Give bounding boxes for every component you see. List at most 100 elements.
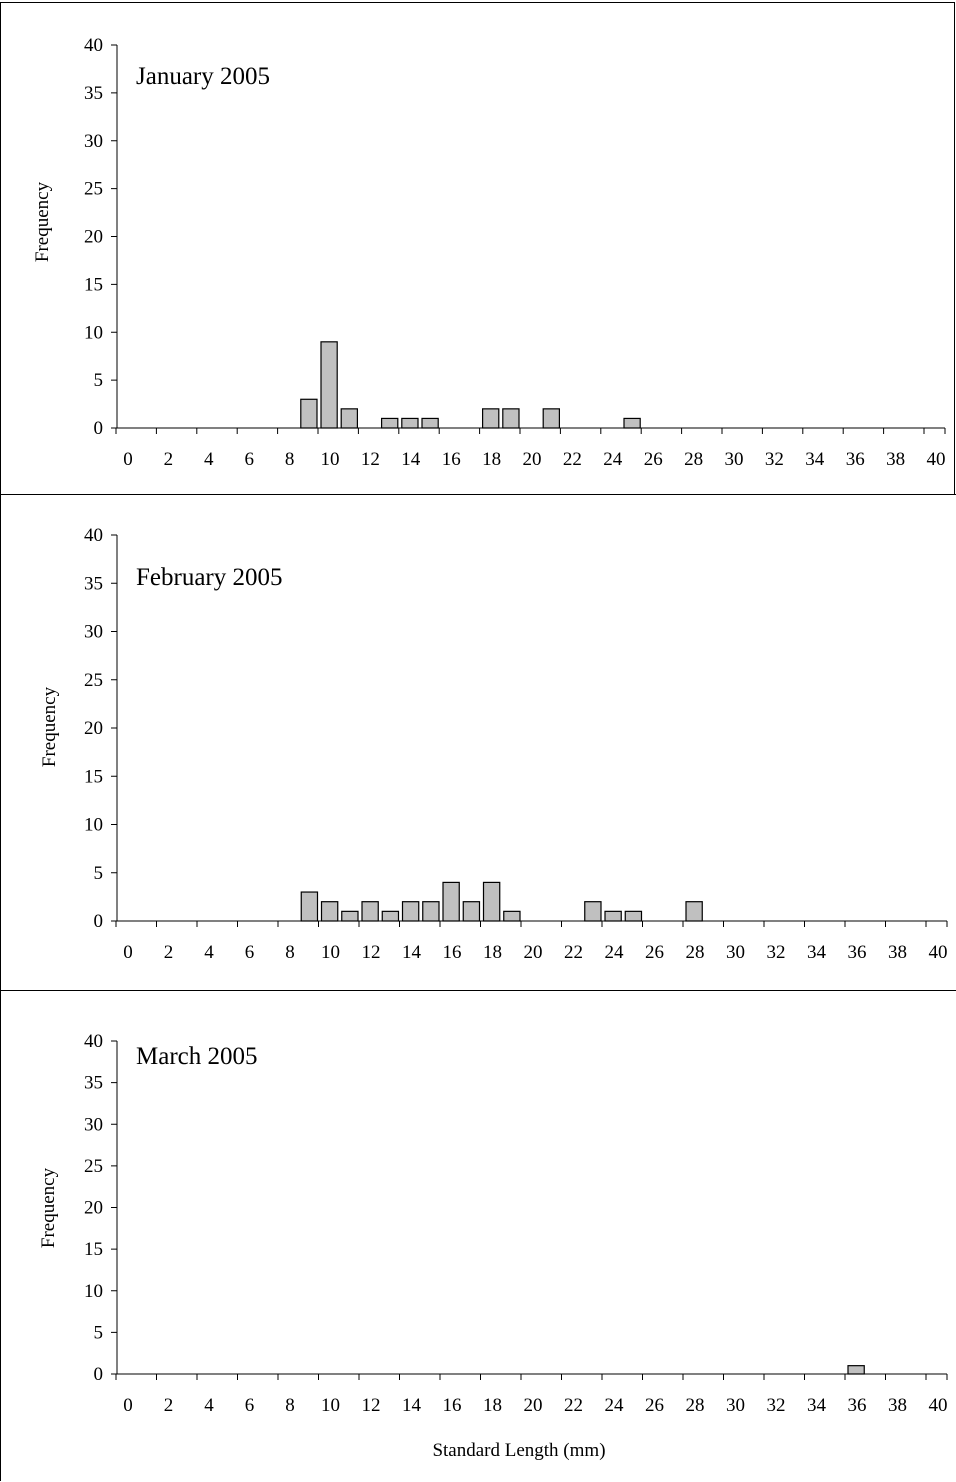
bar bbox=[604, 910, 622, 922]
bar bbox=[624, 910, 643, 922]
x-tick-label: 12 bbox=[362, 942, 381, 963]
chart-title: January 2005 bbox=[136, 63, 270, 90]
x-tick-label: 12 bbox=[362, 1395, 381, 1416]
bar bbox=[421, 417, 439, 429]
x-tick-label: 28 bbox=[684, 449, 703, 470]
y-tick-label: 25 bbox=[84, 670, 103, 691]
bar bbox=[320, 901, 339, 922]
x-tick-label: 32 bbox=[765, 449, 784, 470]
y-tick-label: 40 bbox=[84, 35, 103, 56]
bar bbox=[401, 417, 419, 429]
x-tick-label: 2 bbox=[164, 1395, 174, 1416]
x-tick-label: 4 bbox=[204, 449, 214, 470]
y-tick-label: 5 bbox=[94, 863, 104, 884]
x-tick-label: 34 bbox=[805, 449, 825, 470]
bar bbox=[401, 901, 420, 922]
bar bbox=[623, 417, 641, 429]
x-tick-label: 4 bbox=[204, 942, 214, 963]
x-tick-label: 22 bbox=[564, 1395, 583, 1416]
y-tick-label: 10 bbox=[84, 815, 103, 836]
x-tick-label: 0 bbox=[123, 449, 133, 470]
x-tick-label: 28 bbox=[686, 942, 705, 963]
x-tick-label: 40 bbox=[929, 942, 948, 963]
y-tick-label: 40 bbox=[84, 1031, 103, 1052]
y-tick-label: 35 bbox=[84, 1073, 103, 1094]
x-tick-label: 0 bbox=[123, 1395, 133, 1416]
x-tick-label: 30 bbox=[726, 942, 745, 963]
y-tick-label: 25 bbox=[84, 179, 103, 200]
chart-title: February 2005 bbox=[136, 564, 283, 591]
y-tick-label: 20 bbox=[84, 227, 103, 248]
x-tick-label: 24 bbox=[605, 942, 625, 963]
y-tick-label: 15 bbox=[84, 1239, 103, 1260]
x-tick-label: 30 bbox=[726, 1395, 745, 1416]
x-tick-label: 16 bbox=[443, 942, 462, 963]
y-axis-label: Frequency bbox=[32, 181, 53, 262]
chart-title: March 2005 bbox=[136, 1043, 258, 1070]
bar bbox=[361, 901, 379, 922]
x-tick-label: 8 bbox=[285, 942, 295, 963]
y-tick-label: 20 bbox=[84, 718, 103, 739]
y-tick-label: 20 bbox=[84, 1198, 103, 1219]
x-tick-label: 16 bbox=[442, 449, 461, 470]
x-tick-label: 2 bbox=[164, 449, 174, 470]
x-tick-label: 28 bbox=[686, 1395, 705, 1416]
y-tick-label: 30 bbox=[84, 131, 103, 152]
chart-panel-march: 0 5 10 15 20 25 30 35 40 0 2 4 6 8 10 12 14 16 18 20 22 24 26 2… bbox=[0, 990, 956, 1481]
x-tick-label: 24 bbox=[603, 449, 623, 470]
x-tick-label: 36 bbox=[848, 1395, 867, 1416]
x-tick-label: 40 bbox=[929, 1395, 948, 1416]
y-axis-label: Frequency bbox=[38, 1167, 59, 1248]
bar bbox=[685, 901, 703, 922]
x-tick-label: 38 bbox=[888, 942, 907, 963]
x-tick-label: 26 bbox=[644, 449, 663, 470]
x-tick-label: 10 bbox=[321, 449, 340, 470]
x-tick-label: 10 bbox=[321, 942, 340, 963]
x-tick-label: 38 bbox=[886, 449, 905, 470]
x-tick-label: 20 bbox=[524, 1395, 543, 1416]
x-tick-label: 8 bbox=[285, 1395, 295, 1416]
x-tick-label: 16 bbox=[443, 1395, 462, 1416]
bar bbox=[584, 901, 602, 922]
bar bbox=[341, 910, 359, 922]
x-tick-label: 24 bbox=[605, 1395, 625, 1416]
x-tick-label: 22 bbox=[563, 449, 582, 470]
x-tick-label: 14 bbox=[402, 942, 422, 963]
bar bbox=[482, 881, 501, 922]
y-tick-label: 0 bbox=[94, 911, 104, 932]
x-tick-label: 4 bbox=[204, 1395, 214, 1416]
x-tick-label: 26 bbox=[645, 1395, 664, 1416]
y-tick-label: 15 bbox=[84, 274, 103, 295]
y-tick-label: 5 bbox=[94, 370, 104, 391]
y-tick-label: 10 bbox=[84, 322, 103, 343]
x-tick-label: 32 bbox=[767, 942, 786, 963]
x-tick-label: 14 bbox=[402, 1395, 422, 1416]
x-tick-label: 36 bbox=[846, 449, 865, 470]
x-tick-label: 8 bbox=[285, 449, 295, 470]
x-tick-label: 14 bbox=[401, 449, 421, 470]
y-tick-label: 0 bbox=[94, 1364, 104, 1385]
x-axis-label: Standard Length (mm) bbox=[432, 1440, 605, 1461]
y-tick-label: 40 bbox=[84, 525, 103, 546]
x-tick-label: 10 bbox=[321, 1395, 340, 1416]
x-tick-label: 32 bbox=[767, 1395, 786, 1416]
bar bbox=[442, 881, 460, 922]
y-tick-label: 10 bbox=[84, 1281, 103, 1302]
x-tick-label: 2 bbox=[164, 942, 174, 963]
x-tick-label: 18 bbox=[483, 942, 502, 963]
y-tick-label: 25 bbox=[84, 1156, 103, 1177]
x-tick-label: 0 bbox=[123, 942, 133, 963]
x-tick-label: 12 bbox=[361, 449, 380, 470]
x-tick-label: 6 bbox=[245, 942, 255, 963]
y-tick-label: 15 bbox=[84, 766, 103, 787]
x-tick-label: 36 bbox=[848, 942, 867, 963]
bar bbox=[300, 398, 318, 429]
x-tick-label: 26 bbox=[645, 942, 664, 963]
bar bbox=[847, 1365, 865, 1375]
x-tick-label: 22 bbox=[564, 942, 583, 963]
bar bbox=[381, 910, 400, 922]
bar bbox=[320, 341, 338, 429]
bar bbox=[340, 408, 359, 429]
